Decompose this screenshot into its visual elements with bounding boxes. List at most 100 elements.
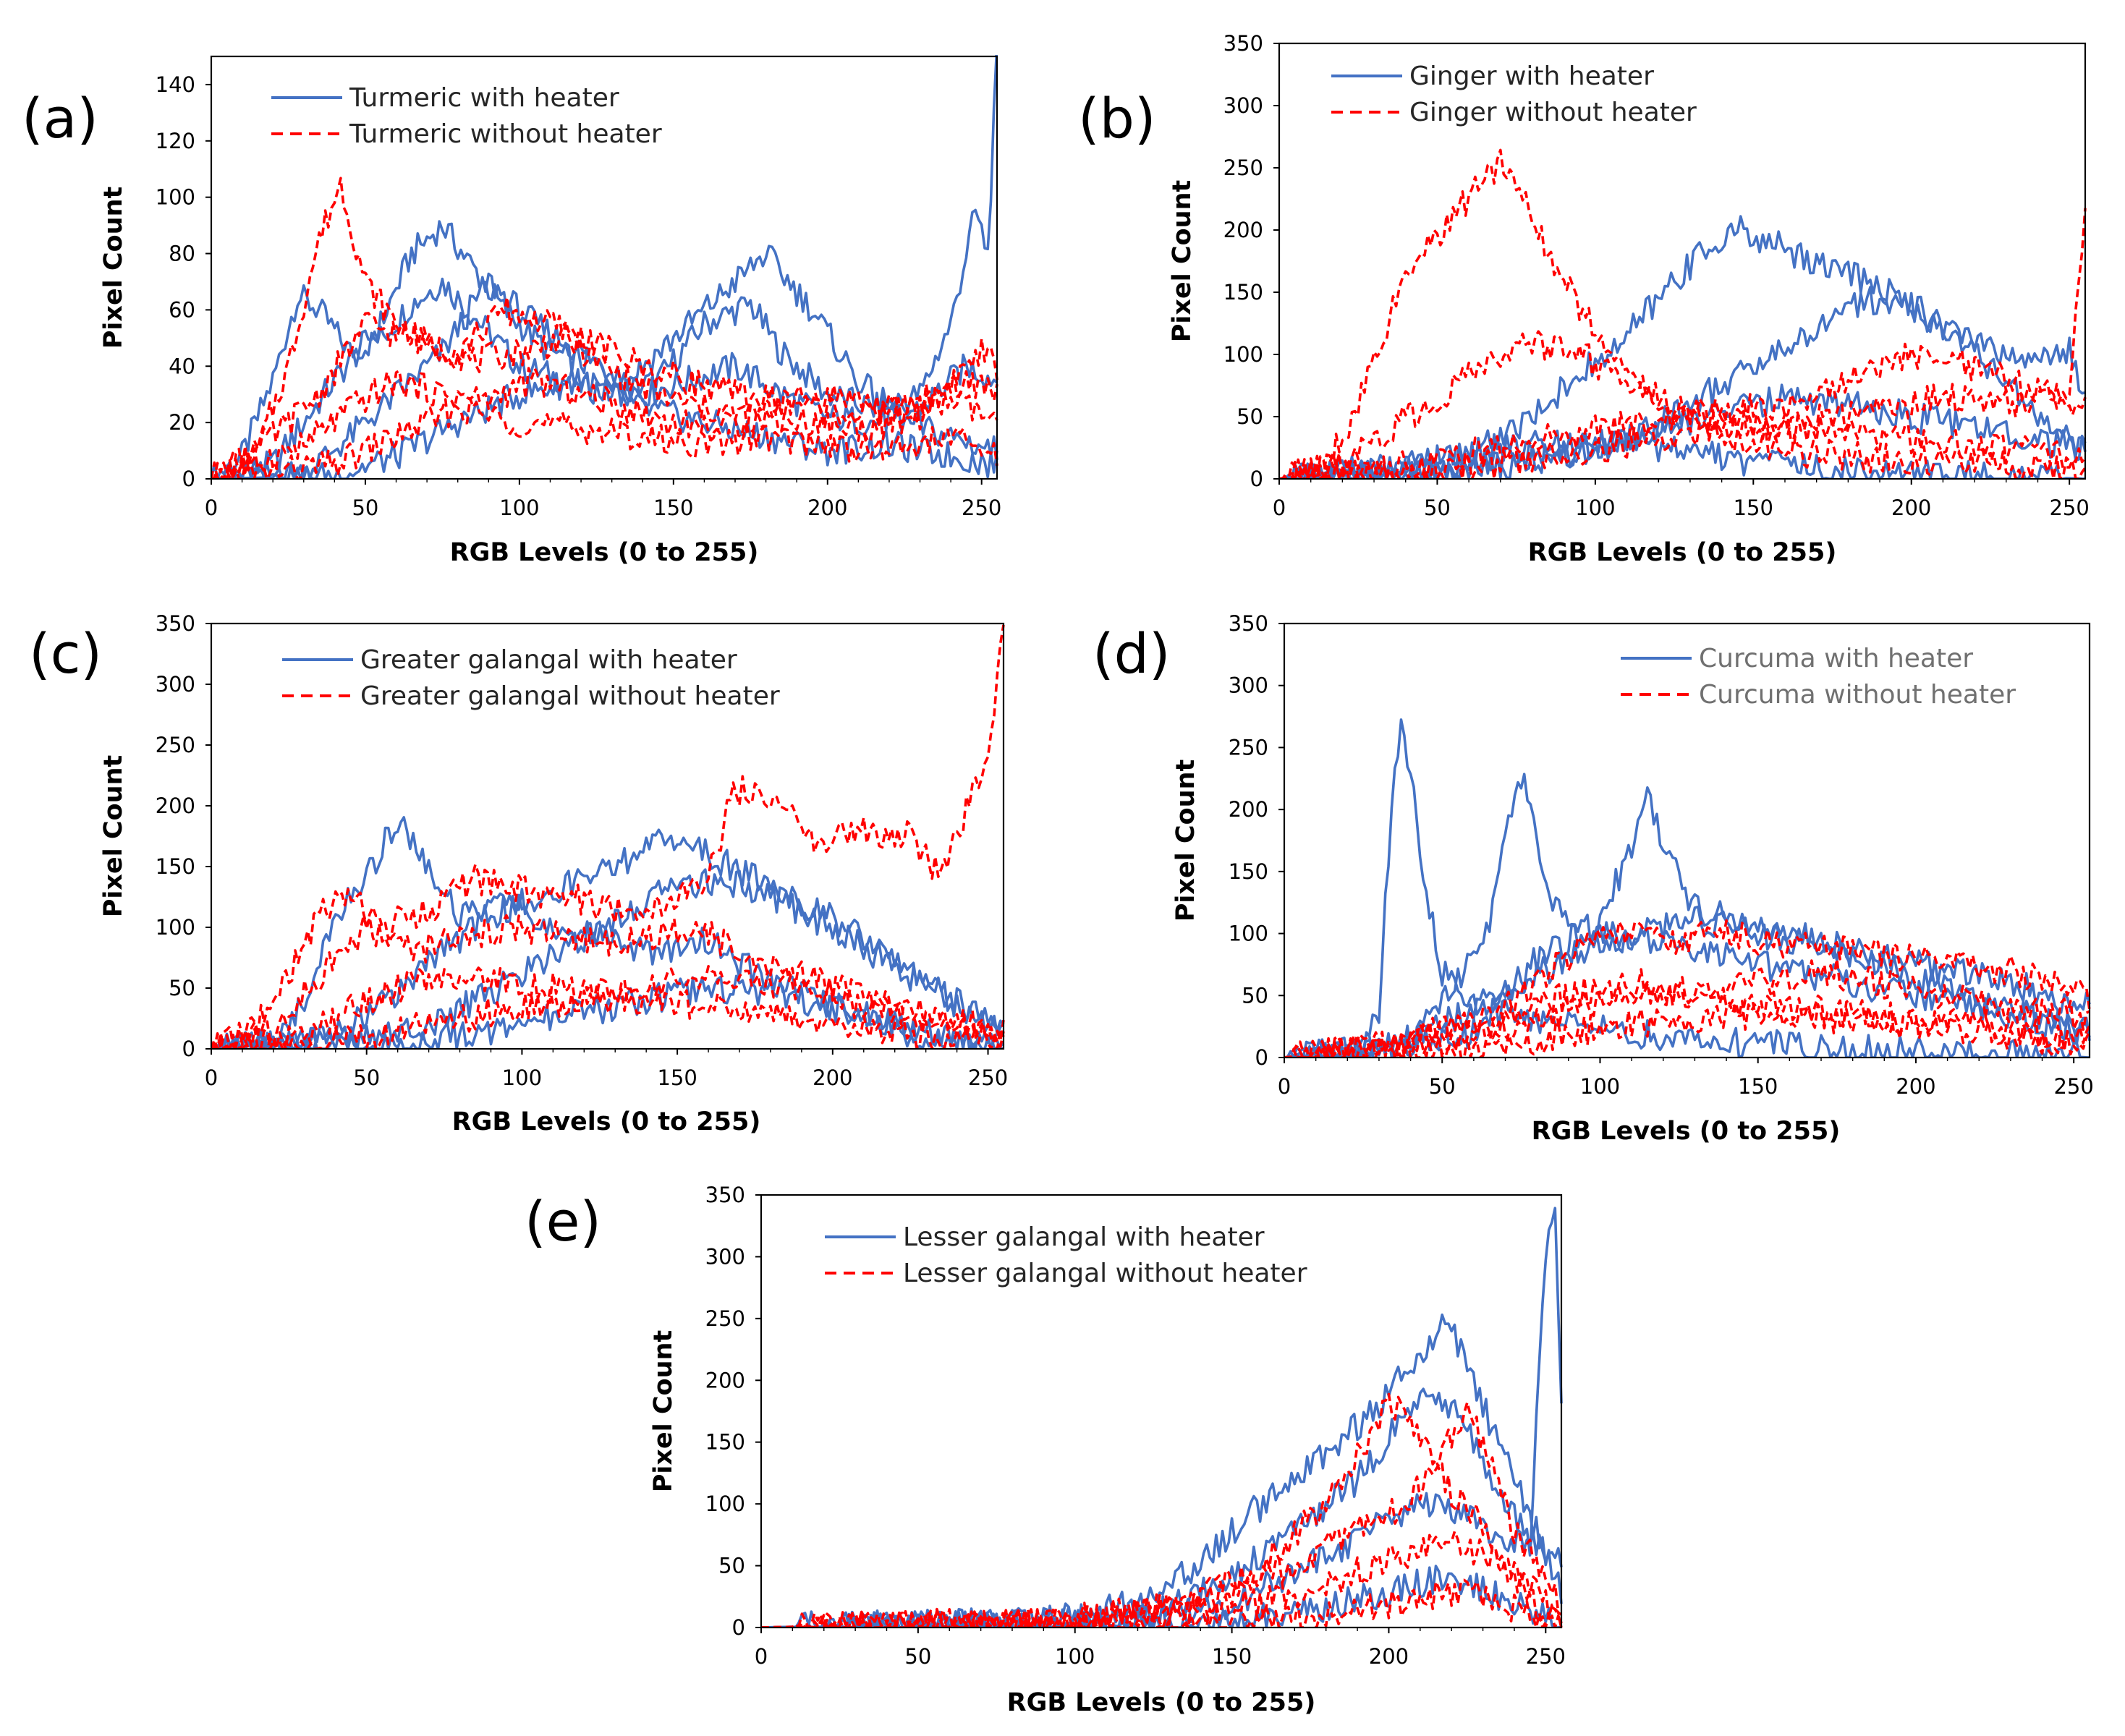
legend-entry: Greater galangal without heater: [360, 681, 780, 711]
without-heater-curve: [761, 1578, 1563, 1628]
y-tick-label: 0: [732, 1615, 745, 1640]
legend-entry: Lesser galangal with heater: [903, 1222, 1265, 1252]
legend: Greater galangal with heater Greater gala…: [282, 645, 780, 711]
x-tick-label: 50: [904, 1644, 931, 1669]
chart-panel-1: 0 50 100 150 200 250 0 50 100 150 200 250 300 350 RGB …: [1078, 31, 2090, 567]
x-tick-label: 100: [1055, 1644, 1095, 1669]
without-heater-curve: [1284, 981, 2091, 1058]
x-axis-title: RGB Levels (0 to 255): [1532, 1117, 1841, 1146]
x-tick-label: 100: [1580, 1074, 1620, 1099]
with-heater-curve: [761, 1565, 1562, 1628]
x-tick-label: 200: [1891, 495, 1931, 520]
y-axis-title: Pixel Count: [1171, 760, 1200, 922]
x-tick-label: 150: [1734, 495, 1773, 520]
y-tick-label: 300: [1223, 93, 1263, 118]
x-tick-label: 150: [1738, 1074, 1778, 1099]
y-axis-title: Pixel Count: [649, 1330, 678, 1492]
y-tick-label: 0: [182, 467, 195, 491]
plot-area-frame: [760, 1194, 1563, 1629]
y-tick-label: 150: [705, 1430, 745, 1455]
y-tick-label: 60: [169, 297, 195, 322]
y-tick-label: 20: [169, 410, 195, 435]
y-tick-label: 200: [705, 1368, 745, 1392]
x-tick-label: 200: [1896, 1074, 1935, 1099]
without-heater-curve: [1284, 919, 2091, 1058]
y-tick-label: 100: [705, 1492, 745, 1516]
panel-label: (b): [1078, 86, 1156, 150]
legend: Ginger with heater Ginger without heater: [1331, 61, 1697, 127]
plot-area-frame: [210, 622, 1005, 1050]
with-heater-curve: [211, 974, 1005, 1049]
legend-entry: Lesser galangal without heater: [903, 1259, 1307, 1288]
y-tick-label: 200: [1223, 218, 1263, 242]
plot-area-frame: [1283, 622, 2091, 1059]
x-axis-title: RGB Levels (0 to 255): [450, 538, 759, 567]
y-tick-label: 250: [1223, 156, 1263, 180]
y-axis-title: Pixel Count: [99, 755, 128, 917]
without-heater-curve: [1284, 958, 2090, 1058]
x-tick-label: 100: [499, 495, 539, 520]
without-heater-curve: [211, 624, 1005, 1049]
without-heater-curve: [211, 914, 1005, 1049]
x-axis-title: RGB Levels (0 to 255): [1007, 1688, 1316, 1717]
x-tick-label: 0: [755, 1644, 768, 1669]
plot-area-frame: [210, 55, 998, 480]
series-layer: [1284, 718, 2091, 1058]
panels-layer: 0 50 100 150 200 250 0 20 40 60 80 100 120 140 RGB Lev…: [22, 31, 2094, 1717]
y-tick-label: 100: [1229, 922, 1268, 946]
without-heater-curve: [1279, 342, 2087, 479]
x-tick-label: 250: [2049, 495, 2089, 520]
without-heater-curve: [1279, 208, 2087, 479]
x-tick-label: 200: [813, 1065, 852, 1090]
x-tick-label: 200: [1369, 1644, 1409, 1669]
without-heater-curve: [1279, 330, 2087, 479]
x-tick-label: 150: [1212, 1644, 1252, 1669]
legend-entry: Curcuma without heater: [1699, 680, 2016, 710]
y-tick-label: 200: [156, 793, 195, 818]
x-tick-label: 0: [205, 495, 218, 520]
x-tick-label: 50: [352, 495, 378, 520]
legend-entry: Ginger without heater: [1409, 98, 1697, 127]
chart-panel-3: 0 50 100 150 200 250 0 50 100 150 200 250 300 350 RGB …: [1093, 611, 2094, 1146]
without-heater-curve: [211, 985, 1005, 1049]
chart-panel-0: 0 50 100 150 200 250 0 20 40 60 80 100 120 140 RGB Lev…: [22, 55, 1001, 567]
without-heater-curve: [211, 295, 998, 479]
legend: Lesser galangal with heater Lesser galang…: [825, 1222, 1307, 1288]
y-tick-label: 100: [156, 185, 195, 210]
x-tick-label: 250: [2053, 1074, 2093, 1099]
with-heater-curve: [211, 816, 1004, 1049]
x-tick-label: 250: [1526, 1644, 1566, 1669]
panel-label: (d): [1093, 621, 1171, 686]
y-tick-label: 100: [1223, 342, 1263, 367]
with-heater-curve: [1279, 286, 2087, 479]
without-heater-curve: [211, 396, 998, 479]
legend-entry: Ginger with heater: [1409, 61, 1654, 91]
y-tick-label: 300: [705, 1244, 745, 1269]
legend-entry: Turmeric with heater: [349, 83, 619, 113]
without-heater-curve: [761, 1530, 1563, 1628]
x-tick-label: 0: [1278, 1074, 1291, 1099]
chart-panel-4: 0 50 100 150 200 250 0 50 100 150 200 250 300 350 RGB …: [525, 1183, 1566, 1717]
with-heater-curve: [1284, 718, 2090, 1058]
legend-entry: Curcuma with heater: [1699, 644, 1973, 673]
x-tick-label: 50: [1429, 1074, 1456, 1099]
without-heater-curve: [211, 965, 1005, 1049]
without-heater-curve: [761, 1392, 1563, 1628]
legend-entry: Greater galangal with heater: [360, 645, 737, 675]
chart-panel-2: 0 50 100 150 200 250 0 50 100 150 200 250 300 350 RGB …: [29, 611, 1008, 1136]
x-axis-title: RGB Levels (0 to 255): [452, 1107, 761, 1136]
y-tick-label: 120: [156, 129, 195, 153]
with-heater-curve: [211, 244, 998, 479]
panel-label: (c): [29, 621, 102, 686]
x-tick-label: 100: [502, 1065, 542, 1090]
without-heater-curve: [1284, 1000, 2091, 1058]
x-axis-title: RGB Levels (0 to 255): [1528, 538, 1837, 567]
y-tick-label: 250: [705, 1306, 745, 1331]
x-tick-label: 250: [968, 1065, 1008, 1090]
x-tick-label: 200: [807, 495, 847, 520]
without-heater-curve: [211, 176, 998, 479]
x-tick-label: 100: [1575, 495, 1615, 520]
y-tick-label: 50: [1237, 404, 1263, 429]
y-tick-label: 150: [1229, 859, 1268, 884]
